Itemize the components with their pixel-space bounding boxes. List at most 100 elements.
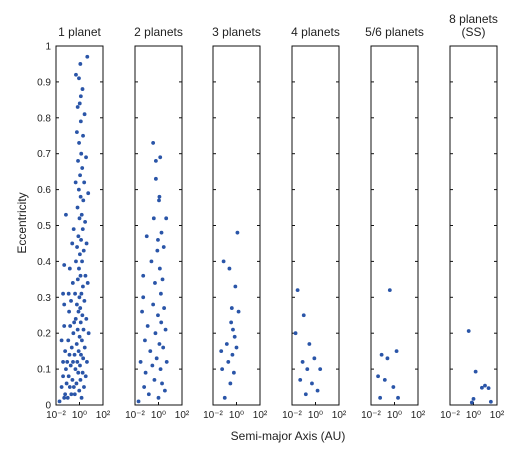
data-point	[82, 180, 87, 185]
x-tick-label: 10⁻²	[46, 410, 66, 421]
data-point	[63, 392, 68, 397]
data-point	[77, 266, 81, 271]
data-point	[73, 291, 77, 296]
data-point	[78, 320, 83, 325]
data-point	[73, 180, 78, 185]
data-point	[136, 399, 141, 404]
data-point	[153, 158, 158, 163]
data-point	[83, 220, 88, 224]
panel-frame	[449, 45, 498, 406]
data-point	[61, 291, 65, 296]
data-point	[77, 388, 82, 393]
x-tick-label: 10⁰	[151, 410, 166, 421]
panel-title: 8 planets	[449, 12, 498, 26]
data-point	[141, 273, 146, 278]
data-point	[82, 298, 87, 303]
data-point	[151, 302, 156, 307]
data-point	[221, 259, 226, 264]
data-point	[145, 324, 150, 328]
data-point	[74, 381, 79, 386]
data-point	[79, 151, 84, 156]
data-point	[486, 386, 491, 391]
data-point	[224, 342, 229, 346]
data-point	[81, 248, 86, 253]
data-point	[471, 397, 476, 401]
data-point	[298, 377, 303, 382]
data-point	[220, 367, 225, 371]
x-tick-label: 10²	[253, 410, 268, 421]
data-point	[84, 155, 88, 160]
data-point	[83, 273, 88, 278]
data-point	[78, 62, 83, 66]
data-point	[303, 392, 308, 397]
data-point	[315, 388, 320, 393]
data-point	[78, 173, 82, 178]
data-point	[82, 345, 87, 350]
data-point	[157, 342, 162, 346]
data-point	[85, 54, 90, 59]
data-point	[148, 349, 153, 354]
data-point	[61, 374, 65, 379]
panel-2: 10⁻² 10⁰ 10² 2 planets	[125, 25, 190, 421]
panel-frame	[370, 45, 419, 406]
data-point	[71, 385, 76, 389]
data-point	[155, 248, 160, 253]
data-point	[75, 245, 79, 249]
data-point	[78, 306, 83, 310]
data-point	[378, 395, 383, 400]
data-point	[219, 349, 224, 354]
data-point	[78, 194, 83, 199]
data-point	[159, 230, 164, 235]
data-point	[70, 281, 75, 285]
data-point	[152, 377, 157, 382]
data-point	[164, 360, 169, 364]
data-point	[379, 352, 384, 357]
x-tick-label: 10⁰	[72, 410, 87, 421]
data-point	[229, 306, 234, 310]
data-point	[64, 381, 69, 386]
data-point	[318, 367, 323, 371]
data-point	[72, 320, 77, 325]
y-tick-label: 0.8	[37, 113, 51, 124]
data-point	[156, 237, 160, 242]
data-point	[69, 298, 73, 303]
data-point	[86, 191, 91, 196]
data-point	[67, 266, 72, 271]
data-point	[74, 72, 78, 77]
x-tick-label: 10⁻²	[203, 410, 223, 421]
data-point	[81, 284, 85, 289]
data-point	[232, 334, 237, 339]
data-point	[163, 327, 168, 332]
data-point	[81, 133, 85, 138]
data-point	[75, 277, 80, 282]
x-tick-label: 10⁻²	[282, 410, 302, 421]
data-point	[72, 352, 77, 357]
data-point	[63, 349, 68, 354]
data-point	[79, 291, 84, 296]
data-point	[80, 313, 85, 318]
data-point	[234, 345, 239, 350]
data-point	[229, 320, 234, 325]
data-point	[69, 392, 74, 397]
data-point	[81, 356, 86, 361]
y-tick-label: 0.3	[37, 293, 51, 304]
data-point	[84, 316, 89, 321]
data-point	[78, 273, 83, 278]
data-point	[70, 241, 75, 246]
data-point	[81, 198, 86, 203]
data-point	[61, 360, 65, 364]
data-point	[78, 119, 83, 124]
data-point	[394, 349, 399, 354]
data-point	[382, 377, 387, 382]
panel-frame	[291, 45, 340, 406]
x-tick-label: 10²	[332, 410, 347, 421]
data-point	[483, 383, 487, 388]
data-point	[138, 360, 143, 364]
x-tick-label: 10²	[96, 410, 111, 421]
data-point	[68, 324, 73, 328]
panel-1: 10⁻² 10⁰ 10² 1 planet	[46, 25, 111, 421]
data-point	[78, 363, 82, 368]
data-point	[75, 327, 80, 332]
data-point	[305, 367, 310, 371]
